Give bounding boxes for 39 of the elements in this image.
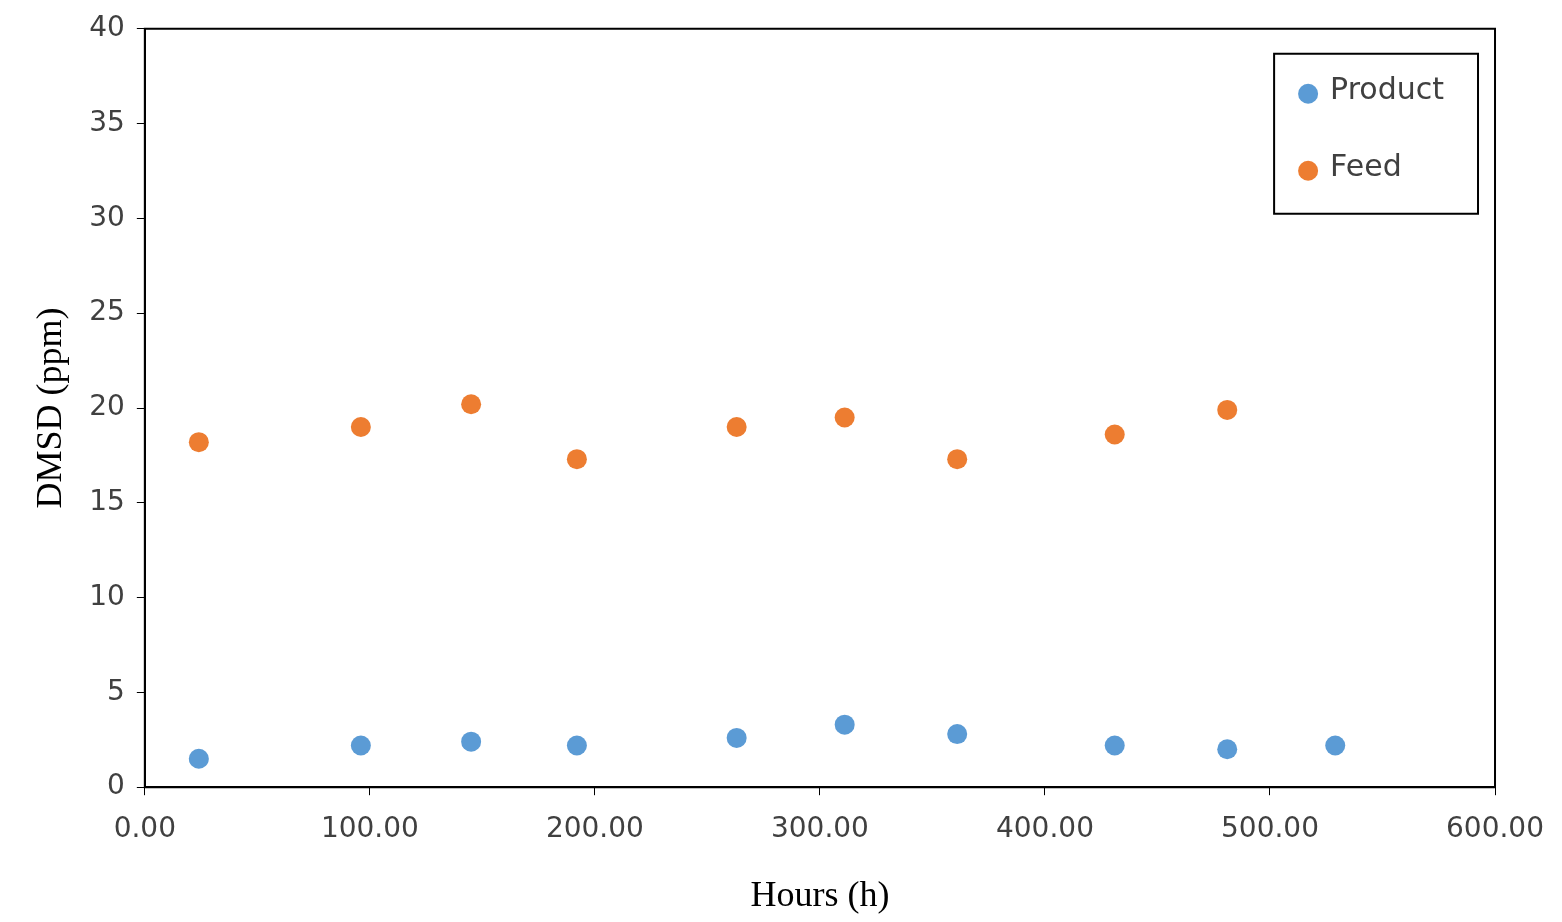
point [461,394,482,415]
point [947,724,968,745]
point [834,407,855,428]
x-tick-label: 400.00 [995,811,1094,845]
x-tick-label: 300.00 [770,811,869,845]
x-tick-label: 500.00 [1220,811,1319,845]
y-axis-title: DMSD (ppm) [29,307,70,509]
y-tick-label: 0 [107,768,125,802]
x-tick-label: 100.00 [320,811,419,845]
point [726,727,747,748]
point [188,748,209,769]
point [1217,739,1238,760]
x-tick-label: 600.00 [1446,811,1545,845]
point [1104,735,1125,756]
y-tick-label: 25 [89,294,125,328]
legend-label: Product [1330,70,1445,106]
y-tick-label: 10 [89,578,125,612]
y-tick-label: 15 [89,484,125,518]
y-tick-label: 20 [89,389,125,423]
point [947,449,968,470]
legend-label: Feed [1330,147,1402,183]
y-tick-label: 30 [89,199,125,233]
point [834,714,855,735]
x-tick-label: 0.00 [113,811,176,845]
point [350,416,371,437]
point [566,735,587,756]
point [350,735,371,756]
point [1217,399,1238,420]
x-tick-label: 200.00 [545,811,644,845]
x-axis-title: Hours (h) [750,873,890,914]
y-tick-label: 35 [89,104,125,138]
point [461,731,482,752]
point [1325,735,1346,756]
point [188,432,209,453]
y-tick-label: 40 [89,10,125,44]
point [566,449,587,470]
point [726,416,747,437]
point [1104,424,1125,445]
y-tick-label: 5 [107,673,125,707]
